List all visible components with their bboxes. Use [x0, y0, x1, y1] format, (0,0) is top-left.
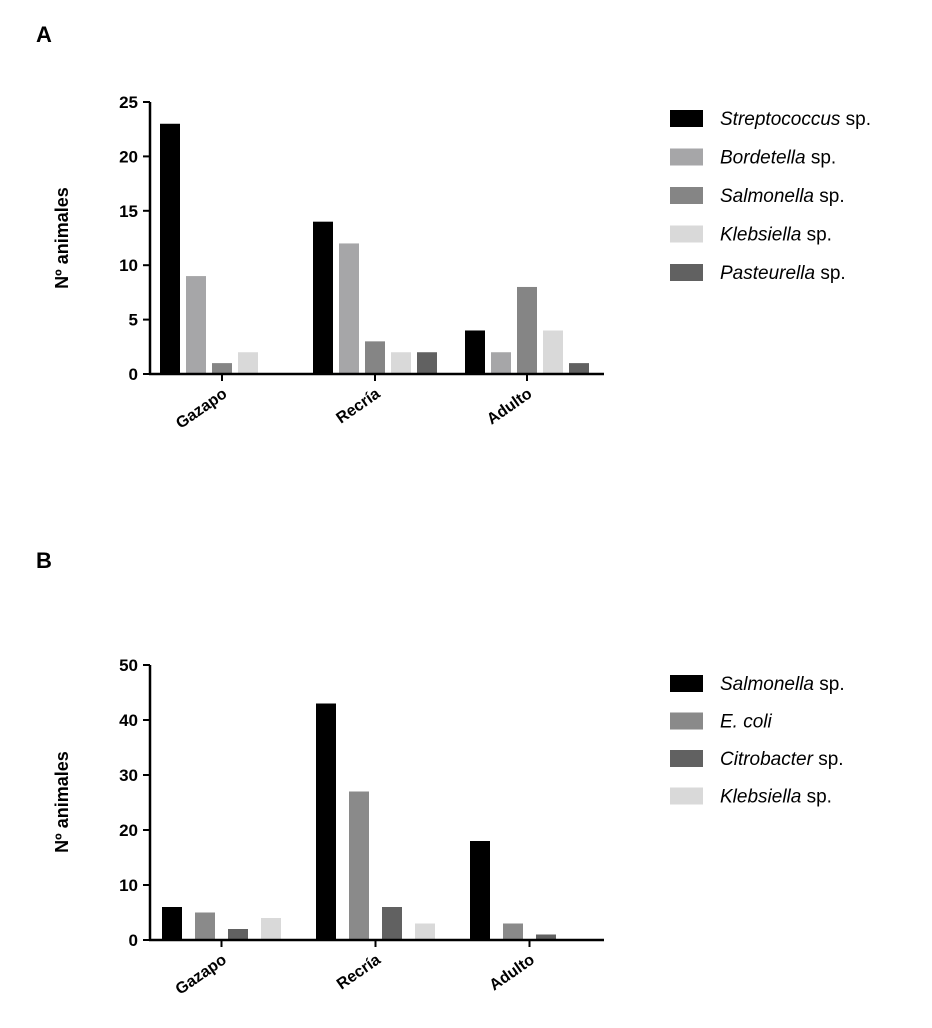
y-tick-label-a: 25	[119, 93, 138, 112]
y-tick-label-a: 10	[119, 256, 138, 275]
bar-b-adulto-salmonella	[470, 841, 490, 940]
legend-a: Streptococcus sp. Bordetella sp. Salmonell…	[670, 109, 871, 284]
bar-a-recría-streptococcus	[313, 221, 333, 374]
category-label-a-adulto: Adulto	[484, 385, 535, 428]
y-tick-label-b: 50	[119, 656, 138, 675]
bar-a-recría-bordetella	[339, 243, 359, 374]
y-tick-label-b: 30	[119, 766, 138, 785]
legend-label-streptococcus: Streptococcus sp.	[720, 109, 871, 130]
legend-b: Salmonella sp. E. coli Citrobacter sp. Kleb…	[670, 674, 845, 808]
legend-swatch-citrobacter	[670, 750, 703, 767]
legend-swatch-streptococcus	[670, 110, 703, 127]
legend-swatch-klebsiella	[670, 787, 703, 805]
category-label-b-gazapo: Gazapo	[173, 951, 230, 998]
legend-swatch-salmonella	[670, 675, 703, 692]
legend-label-citrobacter: Citrobacter sp.	[720, 749, 844, 770]
bar-b-gazapo-salmonella	[162, 907, 182, 940]
y-tick-label-b: 40	[119, 711, 138, 730]
legend-label-salmonella: Salmonella sp.	[720, 674, 845, 695]
category-label-a-recría: Recría	[333, 385, 383, 427]
legend-swatch-ecoli	[670, 712, 703, 730]
bar-b-adulto-ecoli	[503, 923, 523, 940]
bar-a-adulto-streptococcus	[465, 330, 485, 374]
category-label-b-adulto: Adulto	[487, 951, 538, 994]
bar-b-recría-salmonella	[316, 703, 336, 940]
bar-a-recría-klebsiella	[391, 352, 411, 374]
y-tick-label-a: 20	[119, 147, 138, 166]
legend-swatch-klebsiella	[670, 225, 703, 243]
bar-a-adulto-klebsiella	[543, 330, 563, 374]
category-label-a-gazapo: Gazapo	[173, 385, 230, 432]
bar-b-recría-klebsiella	[415, 923, 435, 940]
y-tick-label-b: 20	[119, 821, 138, 840]
y-tick-label-a: 5	[129, 311, 138, 330]
bar-b-recría-citrobacter	[382, 907, 402, 940]
legend-swatch-pasteurella	[670, 264, 703, 281]
legend-label-salmonella: Salmonella sp.	[720, 186, 845, 207]
panel-label-a: A	[36, 22, 52, 47]
bar-a-adulto-bordetella	[491, 352, 511, 374]
bar-a-gazapo-bordetella	[186, 276, 206, 374]
y-axis-title-b: Nº animales	[52, 751, 72, 853]
panel-label-b: B	[36, 548, 52, 573]
legend-swatch-bordetella	[670, 148, 703, 166]
chart-panel-a: 0 5 10 15 20 25 Gazapo Recría Adulto Nº animales S…	[52, 93, 871, 432]
bar-b-recría-ecoli	[349, 791, 369, 940]
y-tick-label-a: 0	[129, 365, 138, 384]
bar-a-adulto-pasteurella	[569, 363, 589, 374]
bar-a-gazapo-klebsiella	[238, 352, 258, 374]
legend-label-klebsiella: Klebsiella sp.	[720, 787, 832, 808]
bar-b-gazapo-ecoli	[195, 912, 215, 940]
category-label-b-recría: Recría	[334, 951, 384, 993]
legend-label-pasteurella: Pasteurella sp.	[720, 263, 846, 284]
y-tick-label-a: 15	[119, 202, 138, 221]
y-tick-label-b: 0	[129, 931, 138, 950]
bar-b-gazapo-klebsiella	[261, 918, 281, 940]
bar-a-gazapo-salmonella	[212, 363, 232, 374]
bar-a-adulto-salmonella	[517, 286, 537, 374]
legend-label-bordetella: Bordetella sp.	[720, 148, 836, 169]
legend-swatch-salmonella	[670, 187, 703, 204]
bar-a-gazapo-streptococcus	[160, 123, 180, 374]
y-tick-label-b: 10	[119, 876, 138, 895]
bar-a-recría-pasteurella	[417, 352, 437, 374]
chart-panel-b: 0 10 20 30 40 50 Gazapo Recría Adulto Nº animales…	[52, 656, 845, 998]
y-axis-title-a: Nº animales	[52, 187, 72, 289]
bar-b-adulto-citrobacter	[536, 934, 556, 940]
bar-a-recría-salmonella	[365, 341, 385, 374]
legend-label-ecoli: E. coli	[720, 712, 773, 733]
bar-b-gazapo-citrobacter	[228, 929, 248, 940]
legend-label-klebsiella: Klebsiella sp.	[720, 225, 832, 246]
